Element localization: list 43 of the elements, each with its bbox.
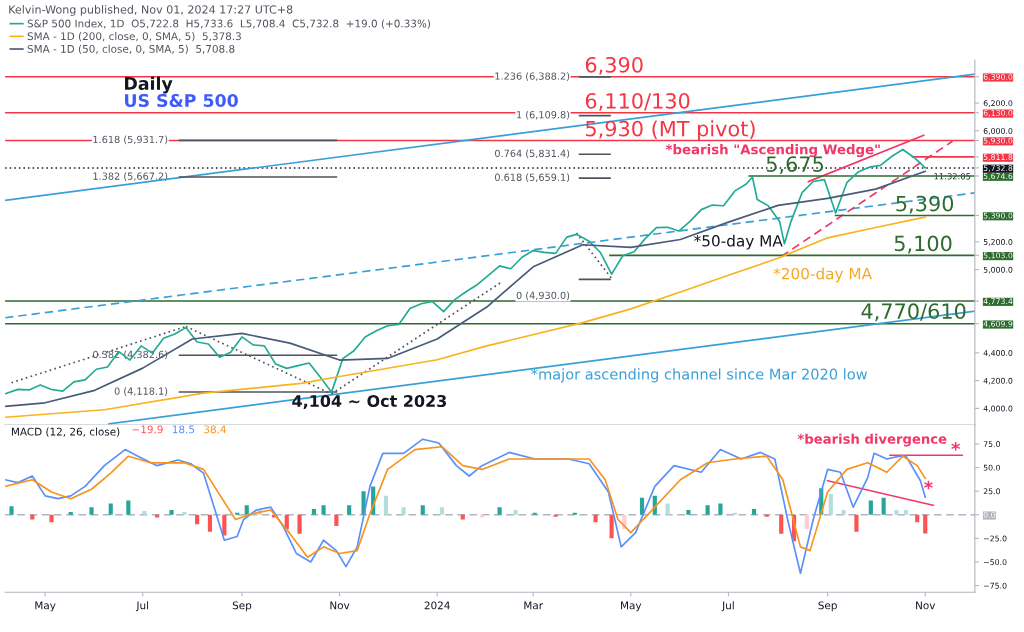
text: US S&P 500 [125, 93, 238, 108]
annotation: 0.764 (5,831.4) [495, 149, 570, 159]
annotation: 6,110/130 [585, 92, 690, 111]
chart-title: MACD (12, 26, close) [11, 427, 120, 437]
x-tick-label: Nov [916, 601, 936, 610]
annotation: 5,930 (MT pivot) [586, 120, 755, 141]
text: 18.5 [172, 425, 195, 434]
annotation: *bearish divergence [797, 433, 947, 447]
annotation: 1.382 (5,667.2) [93, 172, 168, 181]
annotation: 1.236 (6,388.2) [495, 72, 570, 81]
annotation: * [951, 442, 961, 451]
annotation: 0 (4,930.0) [516, 291, 570, 301]
text: −19.9 [132, 425, 163, 434]
annotation: *major ascending channel since Mar 2020 low [531, 368, 868, 383]
text: 38.4 [204, 425, 226, 434]
legend-label: SMA - 1D (200, close, 0, SMA, 5) 5,378.3 [27, 32, 241, 42]
x-tick-label: Sep [232, 601, 252, 612]
annotation: 4,104 ~ Oct 2023 [292, 394, 447, 410]
annotation: 1.618 (5,931.7) [93, 135, 168, 145]
x-tick-label: 2024 [424, 601, 450, 610]
legend-label: SMA - 1D (50, close, 0, SMA, 5) 5,708.8 [27, 44, 235, 55]
annotation: 0.618 (5,659.1) [495, 173, 570, 183]
annotation: 5,390 [896, 195, 954, 214]
x-tick-label: May [621, 601, 642, 612]
x-tick-label: Mar [524, 601, 544, 610]
x-tick-label: Sep [818, 601, 837, 612]
annotation: *200-day MA [773, 267, 872, 283]
x-tick-label: Jul [721, 601, 734, 612]
legend-label: S&P 500 Index, 1D O5,722.8 H5,733.6 L5,708.4 C5,732.8 +19.0 (+0.33%) [27, 19, 431, 29]
annotation: 1 (6,109.8) [517, 110, 570, 120]
text: Kelvin-Wong published, Nov 01, 2024 17:27 UTC+8 [9, 5, 293, 16]
annotation: 5,100 [894, 235, 952, 254]
annotation: 11:32:05 [934, 173, 971, 180]
x-tick-label: Nov [330, 601, 350, 610]
annotation: * [924, 480, 933, 490]
annotation: 6,390 [585, 56, 643, 75]
annotation: 0 (4,118.1) [114, 387, 168, 396]
annotation: 5,675 [766, 156, 824, 175]
x-tick-label: May [35, 601, 56, 612]
annotation: *50-day MA [694, 234, 783, 250]
annotation: 4,770/610 [861, 303, 966, 322]
x-tick-label: Jul [135, 601, 149, 612]
text: Daily [125, 76, 173, 94]
